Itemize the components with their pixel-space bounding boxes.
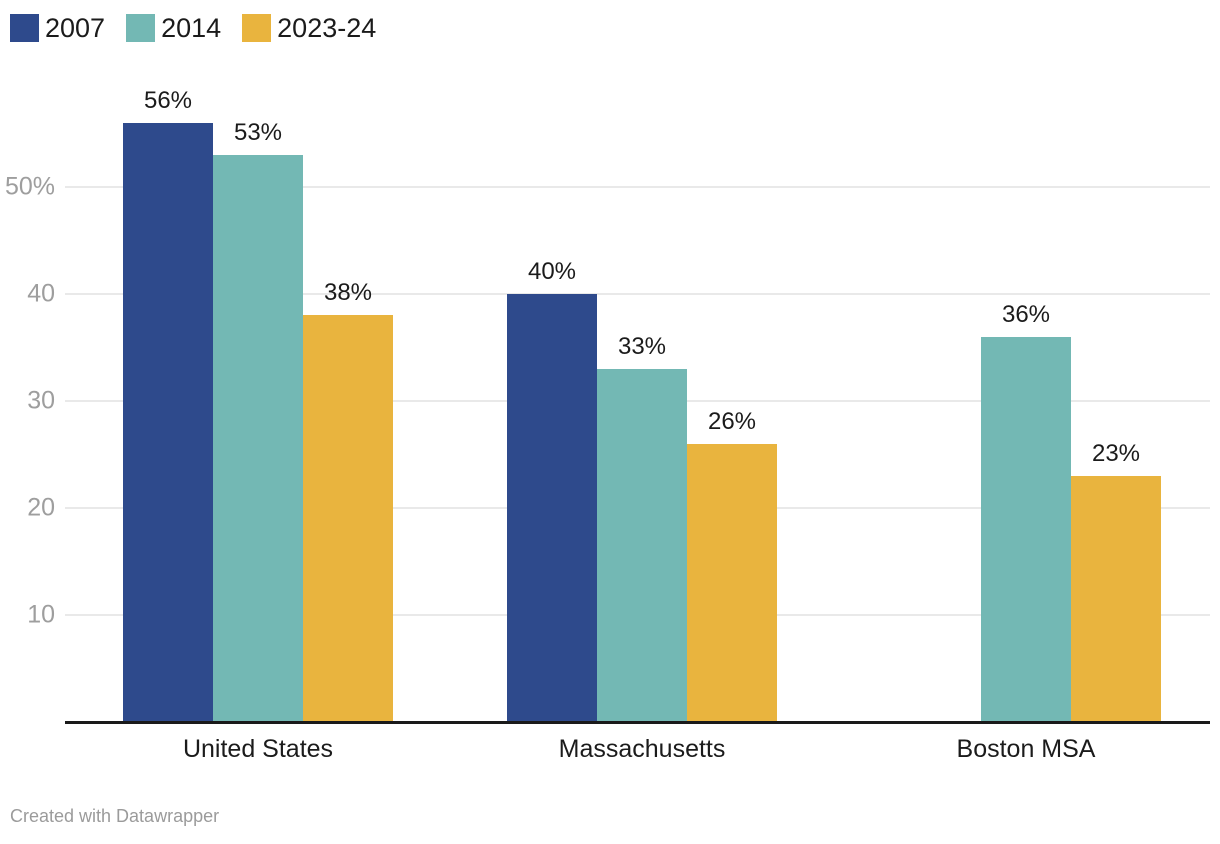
y-tick-label-40: 40 — [27, 279, 55, 308]
bar-2014-boston-msa — [981, 336, 1071, 722]
x-axis-line — [65, 721, 1210, 724]
value-label-2014-boston-msa: 36% — [1001, 300, 1051, 328]
value-label-2023-24-united-states: 38% — [323, 279, 373, 307]
y-tick-label-30: 30 — [27, 386, 55, 415]
plot-area: 56% 40% 53% 33% 36% 38% 26% 23% United States Mas… — [65, 80, 1210, 762]
legend-swatch-2014 — [126, 14, 156, 42]
chart-legend: 2007 2014 2023-24 — [10, 14, 376, 42]
bar-2023-24-united-states — [303, 315, 393, 722]
legend-item-2014: 2014 — [126, 14, 221, 42]
y-axis: 10 20 30 40 50% — [0, 80, 55, 722]
legend-swatch-2023-24 — [242, 14, 272, 42]
bar-2007-massachusetts — [507, 294, 597, 722]
legend-label-2014: 2014 — [161, 12, 222, 43]
category-label-massachusetts: Massachusetts — [558, 735, 726, 763]
bar-2014-united-states — [213, 154, 303, 722]
value-label-2014-united-states: 53% — [233, 118, 283, 146]
footer-credit: Created with Datawrapper — [10, 806, 220, 826]
legend-item-2023-24: 2023-24 — [242, 14, 376, 42]
bar-2014-massachusetts — [597, 368, 687, 722]
legend-item-2007: 2007 — [10, 14, 105, 42]
value-label-2007-united-states: 56% — [143, 86, 193, 114]
value-label-2007-massachusetts: 40% — [527, 258, 577, 285]
value-label-2014-massachusetts: 33% — [617, 332, 667, 360]
y-tick-label-10: 10 — [27, 600, 55, 629]
gridline-40 — [65, 293, 1210, 295]
y-tick-label-20: 20 — [27, 493, 55, 522]
category-label-boston-msa: Boston MSA — [956, 735, 1096, 763]
category-label-united-states: United States — [182, 735, 334, 763]
legend-label-2023-24: 2023-24 — [277, 12, 377, 43]
value-label-2023-24-massachusetts: 26% — [707, 407, 757, 435]
bar-2007-united-states — [123, 122, 213, 722]
bar-2023-24-massachusetts — [687, 443, 777, 722]
value-label-2023-24-boston-msa: 23% — [1091, 439, 1141, 467]
legend-swatch-2007 — [10, 14, 39, 42]
legend-label-2007: 2007 — [45, 12, 106, 43]
bar-2023-24-boston-msa — [1071, 475, 1161, 722]
gridline-50 — [65, 186, 1210, 188]
y-tick-label-50: 50% — [4, 172, 55, 201]
